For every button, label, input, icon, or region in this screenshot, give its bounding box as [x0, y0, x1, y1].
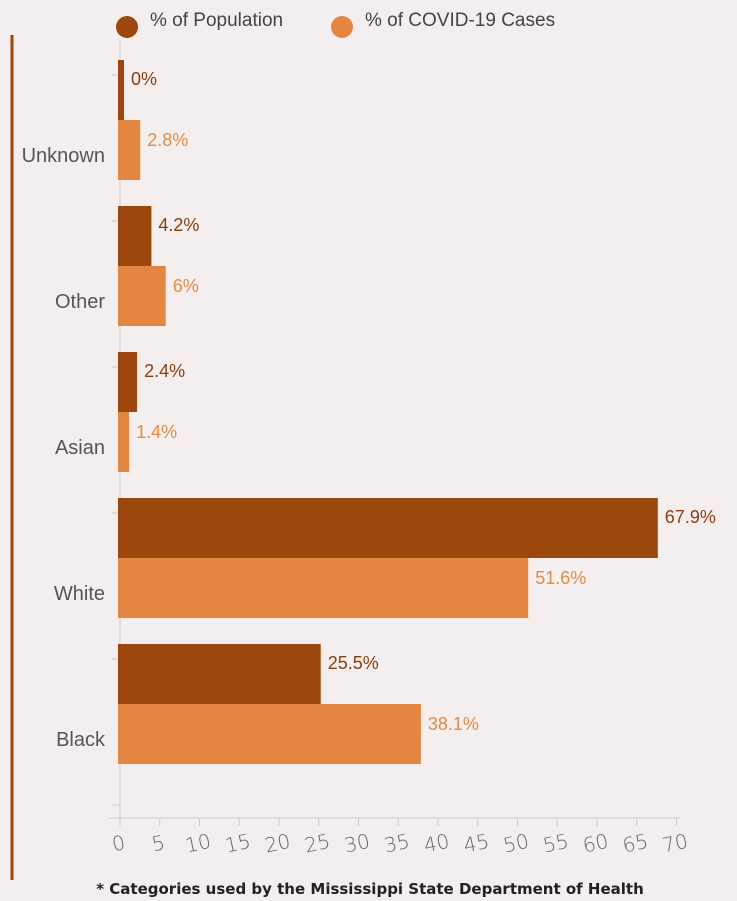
x-axis-ticks: 0 5 10 15 20 25 30 35 40 45 50 55 60 65 70 [110, 818, 690, 858]
data-label-black-of-covid-19-cases: 38.1% [428, 714, 479, 734]
category-label-black: Black [56, 729, 106, 751]
data-label-white-of-covid-19-cases: 51.6% [535, 568, 586, 588]
legend-swatch-of-covid-19-cases [331, 16, 353, 38]
category-label-unknown: Unknown [22, 145, 105, 167]
bar-unknown-of-population [118, 60, 124, 120]
legend-label-of-population: % of Population [150, 10, 283, 31]
category-label-white: White [54, 583, 105, 605]
bar-black-of-population [118, 644, 321, 704]
x-tick-label: 40 [422, 829, 452, 858]
legend: % of Population % of COVID-19 Cases [116, 10, 555, 38]
x-tick-label: 50 [501, 829, 531, 858]
x-tick-label: 20 [263, 829, 293, 858]
bars [118, 60, 658, 764]
x-tick-label: 60 [581, 829, 611, 858]
data-label-black-of-population: 25.5% [328, 653, 379, 673]
x-tick-label: 30 [342, 829, 372, 858]
data-label-other-of-covid-19-cases: 6% [173, 276, 199, 296]
bar-other-of-covid-19-cases [118, 266, 166, 326]
data-label-white-of-population: 67.9% [665, 507, 716, 527]
data-label-other-of-population: 4.2% [158, 215, 199, 235]
footnote: * Categories used by the Mississippi Sta… [96, 880, 644, 898]
x-tick-label: 55 [541, 829, 571, 858]
bar-asian-of-population [118, 352, 138, 412]
x-tick-label: 35 [382, 829, 412, 858]
x-tick-label: 45 [461, 829, 491, 858]
x-tick-label: 0 [110, 830, 127, 856]
bar-white-of-population [118, 498, 658, 558]
data-label-asian-of-population: 2.4% [144, 361, 185, 381]
x-tick-label: 65 [620, 829, 650, 858]
x-tick-label: 15 [223, 829, 253, 858]
legend-label-of-covid-19-cases: % of COVID-19 Cases [365, 10, 555, 31]
data-label-unknown-of-covid-19-cases: 2.8% [147, 130, 188, 150]
bar-white-of-covid-19-cases [118, 558, 529, 618]
x-tick-label: 5 [150, 830, 167, 856]
category-label-other: Other [55, 291, 105, 313]
x-tick-label: 25 [302, 829, 332, 858]
bar-other-of-population [118, 206, 152, 266]
data-label-unknown-of-population: 0% [131, 69, 157, 89]
legend-swatch-of-population [116, 16, 138, 38]
bar-asian-of-covid-19-cases [118, 412, 130, 472]
x-tick-label: 10 [183, 829, 213, 858]
category-label-asian: Asian [55, 437, 105, 459]
data-label-asian-of-covid-19-cases: 1.4% [136, 422, 177, 442]
x-tick-label: 70 [660, 829, 690, 858]
labels: 0% 2.8% Unknown 4.2% 6% Other 2.4% 1.4% Asian 67.… [22, 69, 716, 751]
bar-unknown-of-covid-19-cases [118, 120, 141, 180]
bar-black-of-covid-19-cases [118, 704, 421, 764]
